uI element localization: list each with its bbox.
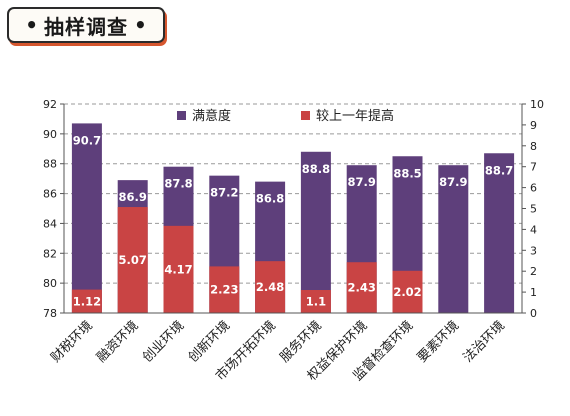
bar-improvement: [209, 266, 240, 313]
left-tick-label: 80: [43, 277, 57, 290]
bar-improvement: [255, 261, 286, 313]
improvement-value-label: 2.48: [256, 280, 284, 294]
right-tick-label: 6: [530, 182, 537, 195]
right-tick-label: 2: [530, 265, 537, 278]
bar-improvement: [71, 289, 102, 313]
satisfaction-value-label: 90.7: [73, 133, 101, 147]
category-label: 融资环境: [94, 318, 141, 365]
bar-satisfaction: [71, 123, 102, 314]
page-title: 抽样调查: [44, 14, 128, 39]
right-tick-label: 7: [530, 161, 537, 174]
category-label: 创业环境: [140, 318, 187, 365]
left-tick-label: 78: [43, 307, 57, 320]
right-tick-label: 10: [530, 98, 544, 111]
satisfaction-value-label: 88.5: [393, 166, 421, 180]
satisfaction-value-label: 87.9: [348, 175, 376, 189]
left-tick-label: 84: [43, 217, 57, 230]
satisfaction-value-label: 87.2: [210, 186, 238, 200]
improvement-value-label: 2.43: [348, 281, 376, 295]
satisfaction-value-label: 88.7: [485, 163, 513, 177]
left-tick-label: 90: [43, 128, 57, 141]
right-tick-label: 4: [530, 223, 537, 236]
improvement-value-label: 2.23: [210, 283, 238, 297]
satisfaction-value-label: 86.9: [119, 190, 147, 204]
bar-improvement: [163, 225, 194, 313]
bar-improvement: [300, 290, 331, 313]
improvement-value-label: 2.02: [393, 285, 421, 299]
satisfaction-value-label: 86.8: [256, 192, 284, 206]
bar-improvement: [346, 262, 377, 313]
title-dot-right: •: [134, 13, 147, 37]
left-tick-label: 92: [43, 98, 57, 111]
right-tick-label: 1: [530, 286, 537, 299]
category-label: 法治环境: [461, 318, 508, 365]
left-tick-label: 86: [43, 188, 57, 201]
bar-improvement: [392, 270, 423, 313]
legend-label-improvement: 较上一年提高: [316, 108, 394, 124]
right-tick-label: 9: [530, 119, 537, 132]
left-tick-label: 82: [43, 247, 57, 260]
title-dot-left: •: [25, 13, 38, 37]
bar-satisfaction: [484, 153, 515, 313]
legend-swatch-satisfaction: [177, 111, 186, 120]
improvement-value-label: 1.12: [73, 294, 101, 308]
satisfaction-value-label: 87.9: [439, 175, 467, 189]
right-tick-label: 8: [530, 140, 537, 153]
bar-satisfaction: [438, 165, 469, 313]
right-tick-label: 5: [530, 203, 537, 216]
category-label: 创新环境: [185, 318, 233, 366]
title-badge: • 抽样调查 •: [7, 7, 165, 43]
satisfaction-value-label: 87.8: [164, 177, 192, 191]
right-tick-label: 3: [530, 244, 537, 257]
satisfaction-value-label: 88.8: [302, 162, 330, 176]
legend-swatch-improvement: [301, 111, 310, 120]
bar-improvement: [117, 207, 148, 313]
bar-satisfaction: [300, 151, 331, 313]
improvement-value-label: 4.17: [164, 262, 192, 276]
category-label: 服务环境: [277, 318, 325, 366]
improvement-value-label: 5.07: [119, 253, 147, 267]
category-label: 要素环境: [415, 318, 462, 365]
left-tick-label: 88: [43, 158, 57, 171]
improvement-value-label: 1.1: [306, 295, 326, 309]
legend-label-satisfaction: 满意度: [192, 108, 231, 124]
category-label: 财税环境: [48, 318, 95, 365]
right-tick-label: 0: [530, 307, 537, 320]
